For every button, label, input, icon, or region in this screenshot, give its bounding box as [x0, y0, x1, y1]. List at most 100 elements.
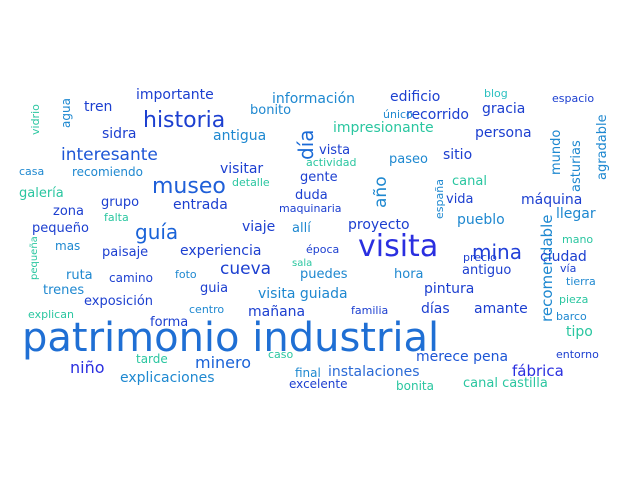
word-pintura: pintura: [424, 281, 475, 297]
word-exposición: exposición: [84, 294, 154, 309]
word-proyecto: proyecto: [348, 217, 410, 233]
word-centro: centro: [189, 303, 225, 316]
word-gente: gente: [300, 170, 338, 185]
word-pequeña: pequeña: [29, 236, 40, 280]
word-sala: sala: [292, 258, 313, 269]
word-excelente: excelente: [289, 377, 348, 391]
word-mañana: mañana: [248, 304, 306, 320]
word-zona: zona: [53, 204, 84, 219]
word-maquinaria: maquinaria: [279, 202, 342, 215]
word-pueblo: pueblo: [457, 212, 505, 228]
word-vida: vida: [446, 192, 474, 207]
word-recorrido: recorrido: [406, 107, 469, 123]
word-camino: camino: [109, 271, 153, 285]
word-recomiendo: recomiendo: [72, 165, 143, 179]
word-visitar: visitar: [220, 161, 264, 177]
word-espacio: espacio: [552, 92, 595, 105]
word-entorno: entorno: [556, 348, 599, 361]
word-importante: importante: [136, 87, 214, 103]
word-recomendable: recomendable: [538, 214, 556, 322]
word-gracia: gracia: [482, 101, 526, 117]
word-trenes: trenes: [43, 283, 85, 298]
word-único: único: [383, 108, 413, 121]
word-viaje: viaje: [242, 219, 276, 235]
word-fábrica: fábrica: [512, 362, 564, 380]
word-tarde: tarde: [136, 352, 168, 366]
word-vidrio: vidrio: [29, 104, 42, 135]
word-paseo: paseo: [389, 152, 428, 167]
word-antigua: antigua: [213, 128, 267, 144]
word-blog: blog: [484, 87, 508, 100]
word-cueva: cueva: [220, 259, 272, 279]
word-máquina: máquina: [521, 192, 583, 208]
word-canal: canal: [452, 174, 487, 189]
word-historia: historia: [143, 108, 226, 133]
word-visita: visita: [358, 229, 439, 264]
word-casa: casa: [19, 165, 45, 178]
word-familia: familia: [351, 304, 389, 317]
word-barco: barco: [556, 310, 587, 323]
word-ruta: ruta: [66, 268, 93, 283]
word-asturias: asturias: [569, 140, 584, 192]
word-tren: tren: [84, 99, 113, 115]
word-bonito: bonito: [250, 103, 292, 118]
word-guía: guía: [135, 220, 179, 244]
word-precio: precio: [463, 251, 497, 264]
word-interesante: interesante: [61, 145, 158, 165]
word-merece-pena: merece pena: [416, 349, 509, 365]
word-experiencia: experiencia: [180, 243, 262, 259]
word-final: final: [295, 366, 321, 380]
word-persona: persona: [475, 125, 532, 141]
word-canal-castilla: canal castilla: [463, 376, 548, 391]
word-visita-guiada: visita guiada: [258, 286, 348, 302]
word-hora: hora: [394, 267, 424, 282]
word-explicaciones: explicaciones: [120, 370, 215, 386]
word-allí: allí: [292, 221, 311, 236]
word-grupo: grupo: [101, 195, 140, 210]
word-tierra: tierra: [566, 275, 596, 288]
word-españa: españa: [433, 179, 446, 219]
word-antiguo: antiguo: [462, 263, 512, 278]
word-tipo: tipo: [566, 324, 593, 340]
word-minero: minero: [195, 353, 252, 372]
word-ciudad: ciudad: [540, 249, 587, 265]
word-mas: mas: [55, 239, 81, 253]
word-vista: vista: [319, 143, 351, 158]
word-forma: forma: [150, 315, 189, 330]
word-mano: mano: [562, 233, 594, 246]
word-impresionante: impresionante: [333, 120, 434, 136]
word-paisaje: paisaje: [102, 245, 149, 260]
word-mina: mina: [472, 240, 522, 264]
word-vía: vía: [560, 262, 577, 275]
word-sitio: sitio: [443, 147, 473, 163]
word-guia: guia: [200, 281, 229, 296]
word-pieza: pieza: [559, 293, 589, 306]
word-edificio: edificio: [390, 89, 441, 105]
word-museo: museo: [152, 174, 226, 199]
word-días: días: [421, 301, 450, 317]
word-agua: agua: [59, 98, 73, 128]
word-época: época: [306, 243, 340, 256]
word-información: información: [272, 91, 356, 107]
word-amante: amante: [474, 301, 528, 317]
word-pequeño: pequeño: [32, 221, 89, 236]
word-puedes: puedes: [300, 267, 348, 282]
word-niño: niño: [70, 358, 105, 377]
word-explican: explican: [28, 308, 74, 321]
word-falta: falta: [104, 211, 129, 224]
word-llegar: llegar: [556, 206, 596, 222]
word-bonita: bonita: [396, 379, 434, 393]
word-detalle: detalle: [232, 176, 270, 189]
word-duda: duda: [295, 188, 328, 203]
word-mundo: mundo: [549, 129, 564, 175]
word-agradable: agradable: [595, 114, 610, 180]
word-actividad: actividad: [306, 156, 357, 169]
word-patrimonio-industrial: patrimonio industrial: [22, 315, 440, 361]
word-galería: galería: [19, 186, 64, 201]
word-sidra: sidra: [102, 126, 137, 142]
word-entrada: entrada: [173, 197, 228, 213]
word-año: año: [371, 176, 391, 208]
word-instalaciones: instalaciones: [328, 364, 420, 380]
word-foto: foto: [175, 268, 197, 281]
